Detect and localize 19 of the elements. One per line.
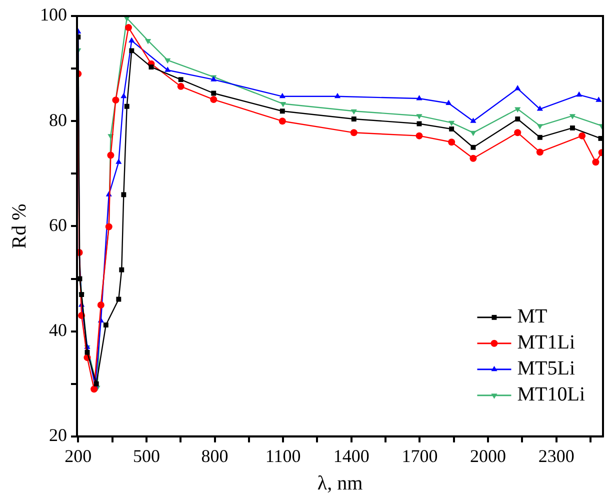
legend-label: MT5Li bbox=[517, 358, 576, 380]
y-axis-title: Rd % bbox=[8, 204, 30, 249]
y-tick-label: 60 bbox=[49, 214, 67, 235]
legend-label: MT bbox=[517, 306, 548, 328]
x-tick-label: 1100 bbox=[265, 446, 301, 466]
x-tick-label: 500 bbox=[132, 446, 160, 466]
x-tick-label: 800 bbox=[201, 446, 228, 466]
x-tick-label: 2000 bbox=[470, 446, 506, 466]
y-tick-label: 100 bbox=[40, 4, 67, 25]
y-tick-label: 80 bbox=[49, 110, 67, 130]
legend-label: MT1Li bbox=[517, 332, 576, 354]
x-tick-label: 2300 bbox=[538, 446, 574, 466]
x-tick-label: 200 bbox=[64, 446, 92, 466]
x-tick-label: 1700 bbox=[402, 446, 438, 466]
y-tick-label: 40 bbox=[49, 320, 67, 340]
legend-label: MT10Li bbox=[517, 384, 586, 406]
y-tick-label: 20 bbox=[49, 425, 67, 446]
x-axis-title: λ, nm bbox=[317, 472, 364, 494]
x-tick-label: 1400 bbox=[333, 446, 370, 466]
